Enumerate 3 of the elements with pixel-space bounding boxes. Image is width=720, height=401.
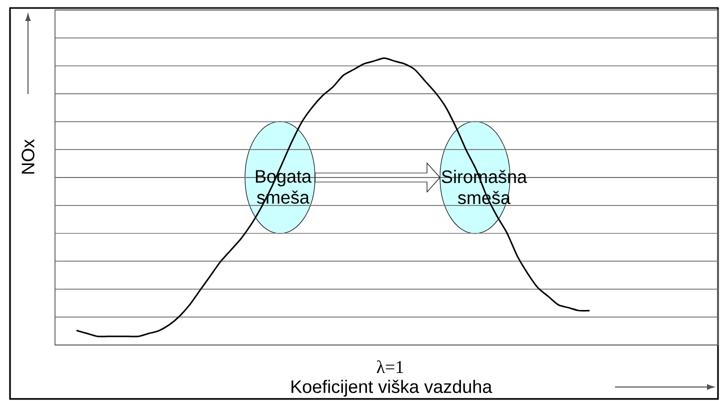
x-axis-title: Koeficijent viška vazduha [292,380,492,397]
y-axis-title: NOx [22,139,34,174]
text: λ=1 [376,360,404,373]
